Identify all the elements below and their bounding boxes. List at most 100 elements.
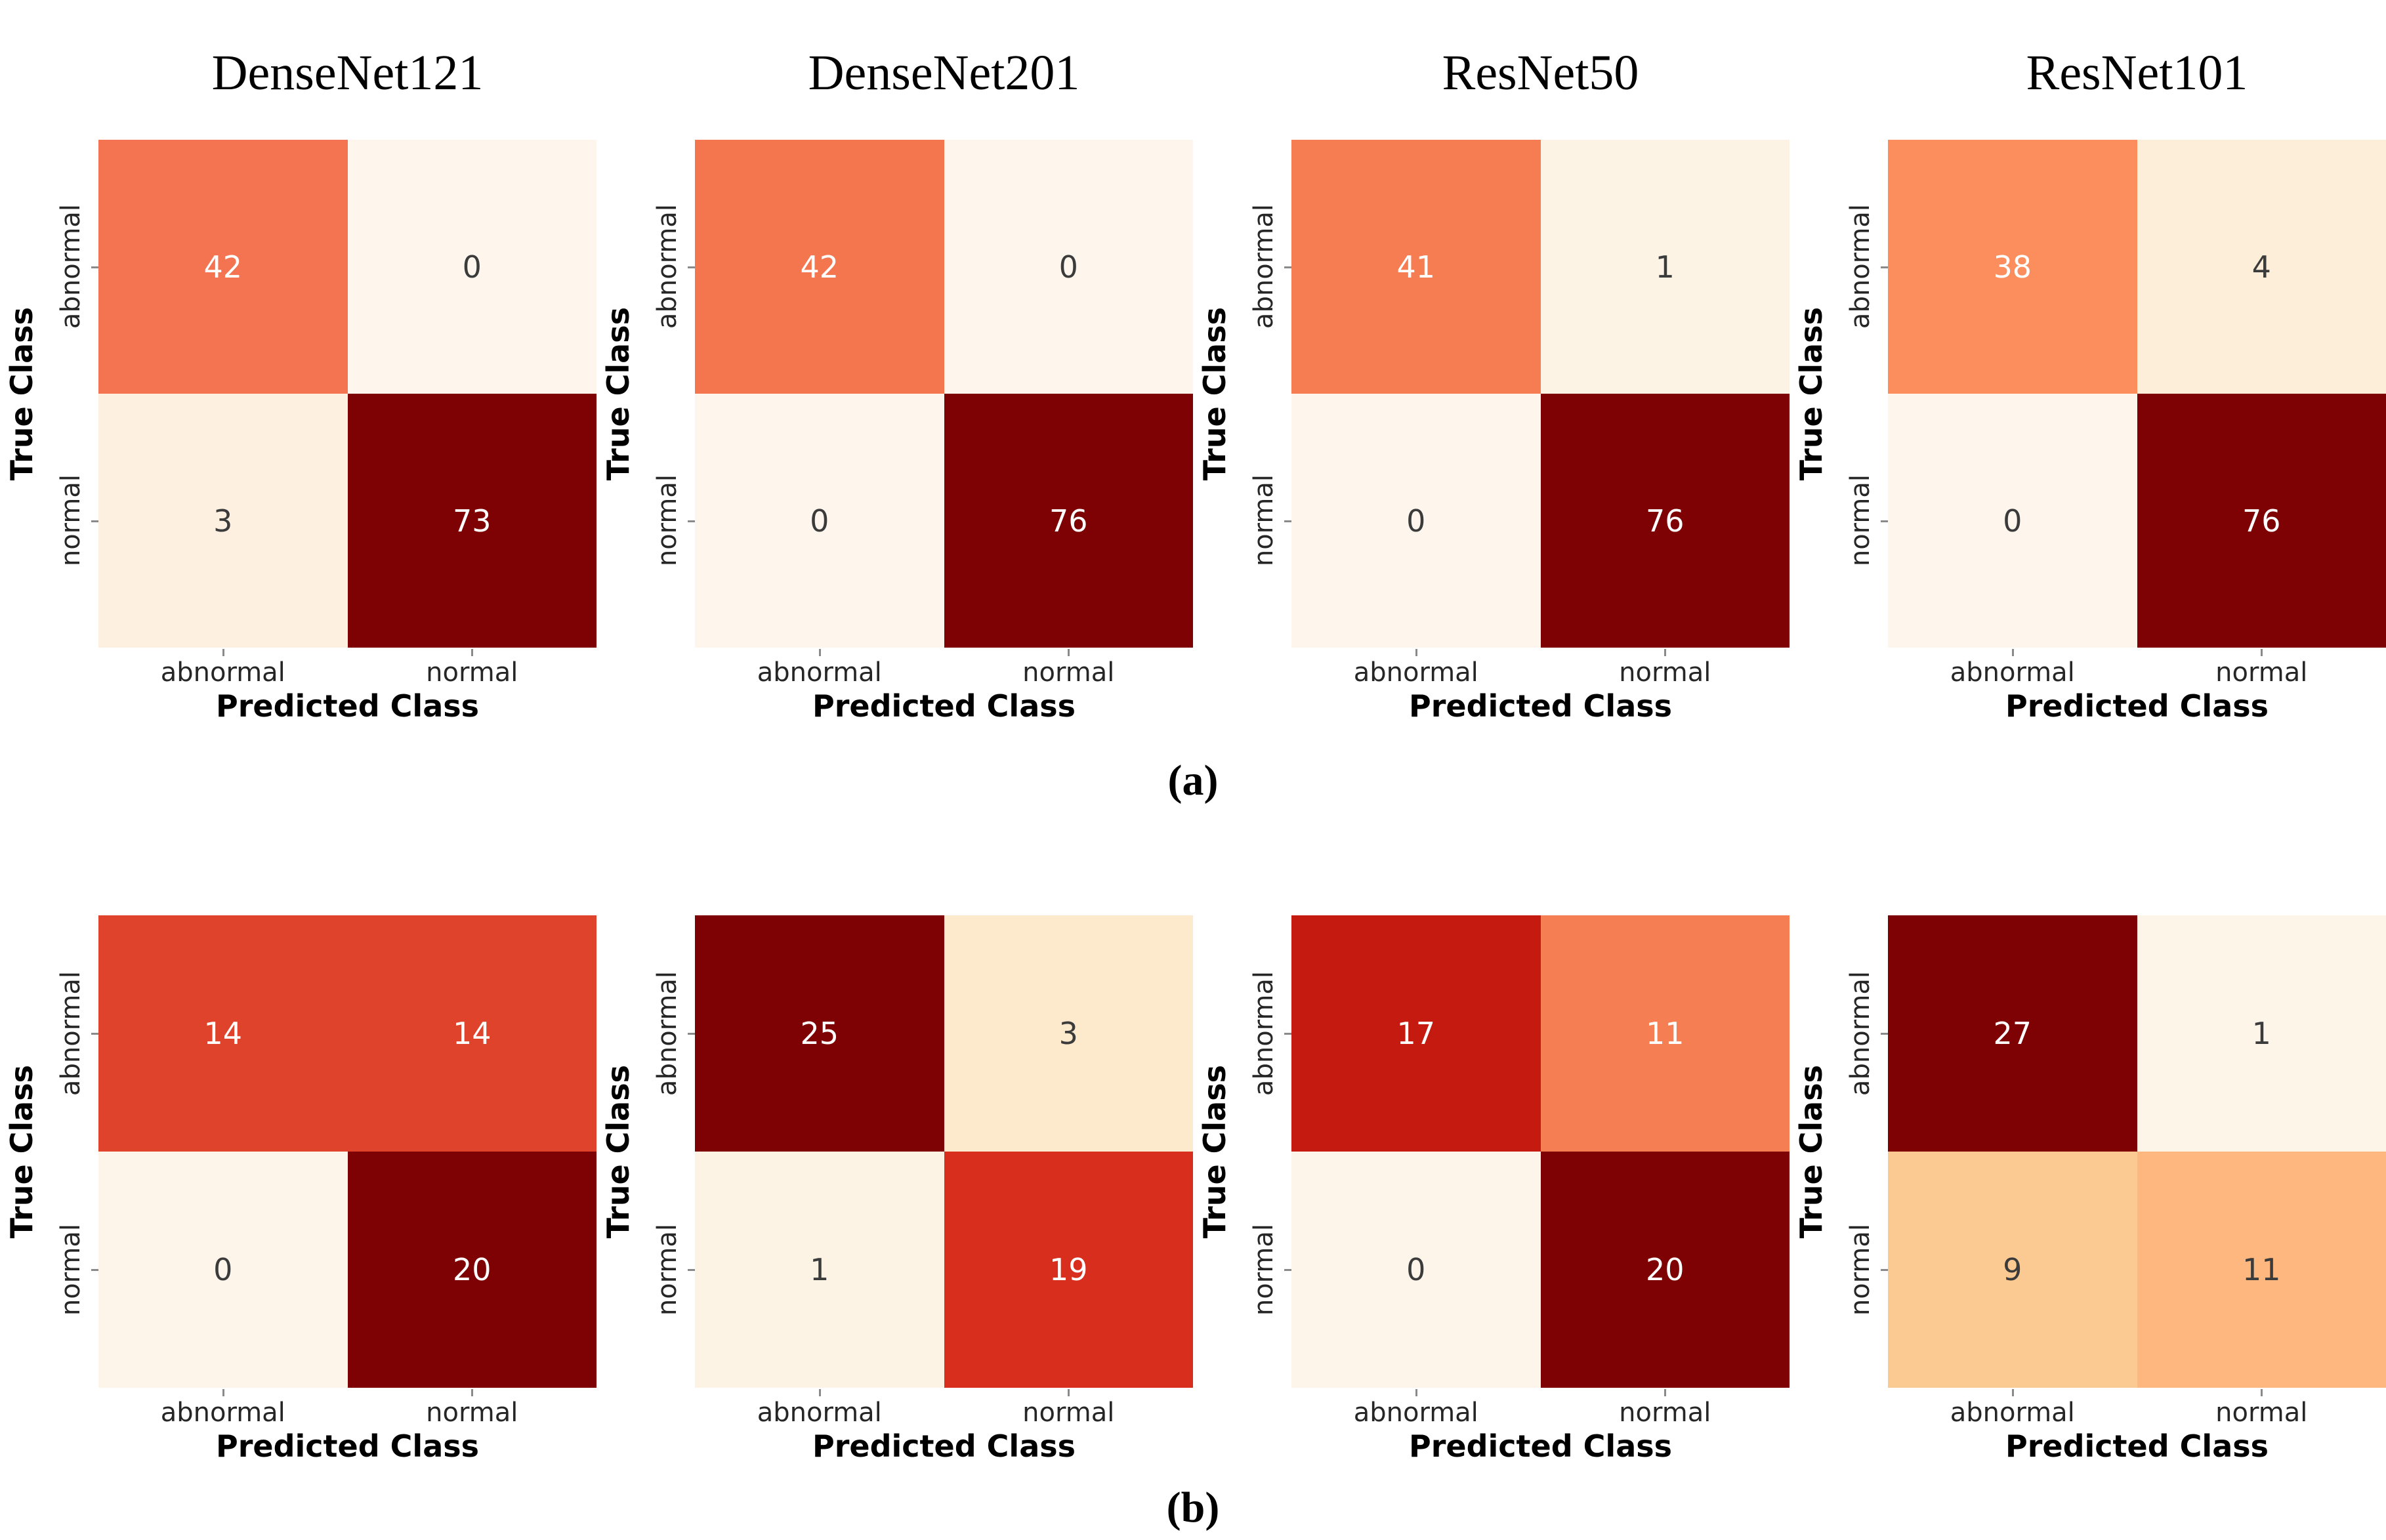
heatmap-grid: 17 11 0 20 — [1291, 915, 1790, 1388]
y-ticks: abnormal normal — [639, 915, 695, 1388]
y-axis-label: True Class — [1193, 140, 1236, 648]
heatmap-cell-r0c0: 41 — [1291, 140, 1541, 394]
x-ticks: abnormal normal — [1291, 1388, 1790, 1427]
x-tick-abnormal: abnormal — [1888, 649, 2137, 687]
cell-value: 4 — [2251, 249, 2271, 285]
cell-value: 0 — [462, 249, 482, 285]
confusion-matrices-row-b: True Class abnormal normal 14 14 0 20 ab… — [0, 915, 2386, 1472]
cell-value: 76 — [1645, 503, 1685, 539]
x-tick-abnormal: abnormal — [1888, 1389, 2137, 1427]
y-axis-label: True Class — [0, 915, 43, 1388]
col-title-resnet101: ResNet101 — [2026, 45, 2248, 100]
confusion-matrix-panel: True Class abnormal normal 14 14 0 20 ab… — [0, 915, 596, 1472]
y-tick-normal: normal — [639, 1152, 695, 1388]
y-axis-label-text: True Class — [600, 306, 636, 481]
y-tick-label: abnormal — [55, 204, 86, 329]
y-axis-label-text: True Class — [1793, 306, 1829, 481]
x-axis-label: Predicted Class — [2005, 688, 2269, 724]
y-tick-label: normal — [1248, 1223, 1279, 1316]
x-tick-normal: normal — [944, 1389, 1194, 1427]
y-tick-label: normal — [1248, 474, 1279, 567]
heatmap-cell-r1c1: 76 — [944, 394, 1193, 648]
cell-value: 1 — [810, 1252, 829, 1287]
heatmap-grid: 41 1 0 76 — [1291, 140, 1790, 648]
heatmap-cell-r1c1: 76 — [2137, 394, 2386, 648]
heatmap-cell-r1c1: 20 — [347, 1152, 596, 1388]
heatmap-cell-r1c1: 20 — [1540, 1152, 1790, 1388]
heatmap-cell-r1c1: 11 — [2137, 1152, 2386, 1388]
heatmap-cell-r1c0: 0 — [98, 1152, 348, 1388]
caption-a: (a) — [1167, 757, 1219, 804]
cell-value: 17 — [1396, 1016, 1436, 1051]
x-tick-abnormal: abnormal — [695, 1389, 944, 1427]
y-tick-abnormal: abnormal — [639, 915, 695, 1152]
y-axis-label-text: True Class — [1793, 1064, 1829, 1239]
cell-value: 0 — [1406, 1252, 1426, 1287]
cell-value: 25 — [800, 1016, 839, 1051]
cell-value: 76 — [1049, 503, 1088, 539]
cell-value: 14 — [203, 1016, 243, 1051]
col-title-densenet201: DenseNet201 — [808, 45, 1080, 100]
y-axis-label: True Class — [1193, 915, 1236, 1388]
x-tick-normal: normal — [1541, 1389, 1790, 1427]
caption-b: (b) — [1166, 1484, 1220, 1531]
y-axis-label: True Class — [596, 140, 639, 648]
cell-value: 1 — [2251, 1016, 2271, 1051]
heatmap-cell-r1c0: 0 — [1291, 394, 1541, 648]
x-tick-abnormal: abnormal — [695, 649, 944, 687]
x-tick-normal: normal — [2137, 1389, 2386, 1427]
y-tick-normal: normal — [1832, 394, 1888, 648]
cell-value: 0 — [2003, 503, 2022, 539]
heatmap-cell-r1c0: 0 — [1888, 394, 2137, 648]
model-titles-row: DenseNet121 DenseNet201 ResNet50 ResNet1… — [0, 5, 2386, 140]
cell-value: 11 — [2242, 1252, 2281, 1287]
y-tick-abnormal: abnormal — [1832, 915, 1888, 1152]
confusion-matrix-panel: True Class abnormal normal 41 1 0 76 abn… — [1193, 140, 1790, 732]
cell-value: 3 — [1058, 1016, 1078, 1051]
y-axis-label-text: True Class — [3, 1064, 39, 1239]
x-axis-label: Predicted Class — [812, 1428, 1076, 1464]
y-tick-label: normal — [55, 474, 86, 567]
heatmap-cell-r1c0: 0 — [1291, 1152, 1541, 1388]
heatmap-cell-r0c1: 4 — [2137, 140, 2386, 394]
y-ticks: abnormal normal — [639, 140, 695, 648]
cell-value: 14 — [452, 1016, 492, 1051]
y-tick-label: abnormal — [1845, 970, 1875, 1096]
y-axis-label: True Class — [0, 140, 43, 648]
y-tick-normal: normal — [639, 394, 695, 648]
confusion-matrix-panel: True Class abnormal normal 42 0 3 73 abn… — [0, 140, 596, 732]
heatmap-cell-r0c1: 11 — [1540, 915, 1790, 1152]
x-tick-abnormal: abnormal — [98, 1389, 348, 1427]
heatmap-cell-r1c0: 3 — [98, 394, 348, 648]
y-ticks: abnormal normal — [1832, 140, 1888, 648]
cell-value: 41 — [1396, 249, 1436, 285]
heatmap-cell-r0c1: 1 — [2137, 915, 2386, 1152]
heatmap-cell-r0c0: 25 — [695, 915, 944, 1152]
x-axis-label: Predicted Class — [1408, 1428, 1673, 1464]
heatmap-cell-r1c0: 1 — [695, 1152, 944, 1388]
cell-value: 27 — [1993, 1016, 2032, 1051]
heatmap-cell-r0c0: 42 — [695, 140, 944, 394]
y-tick-label: normal — [652, 474, 682, 567]
y-axis-label: True Class — [1790, 140, 1832, 648]
x-tick-normal: normal — [348, 649, 597, 687]
y-tick-label: normal — [1845, 474, 1875, 567]
y-axis-label-text: True Class — [1196, 1064, 1232, 1239]
y-tick-abnormal: abnormal — [1832, 140, 1888, 394]
y-tick-abnormal: abnormal — [1236, 140, 1291, 394]
cell-value: 3 — [213, 503, 233, 539]
y-ticks: abnormal normal — [1832, 915, 1888, 1388]
col-title-densenet121: DenseNet121 — [211, 45, 484, 100]
x-tick-abnormal: abnormal — [98, 649, 348, 687]
cell-value: 42 — [203, 249, 243, 285]
y-tick-label: abnormal — [652, 204, 682, 329]
cell-value: 42 — [800, 249, 839, 285]
heatmap-cell-r0c1: 0 — [347, 140, 596, 394]
heatmap-cell-r0c0: 38 — [1888, 140, 2137, 394]
heatmap-cell-r0c0: 27 — [1888, 915, 2137, 1152]
cell-value: 73 — [452, 503, 492, 539]
heatmap-cell-r0c0: 17 — [1291, 915, 1541, 1152]
confusion-matrix-panel: True Class abnormal normal 38 4 0 76 abn… — [1790, 140, 2386, 732]
y-axis-label: True Class — [596, 915, 639, 1388]
